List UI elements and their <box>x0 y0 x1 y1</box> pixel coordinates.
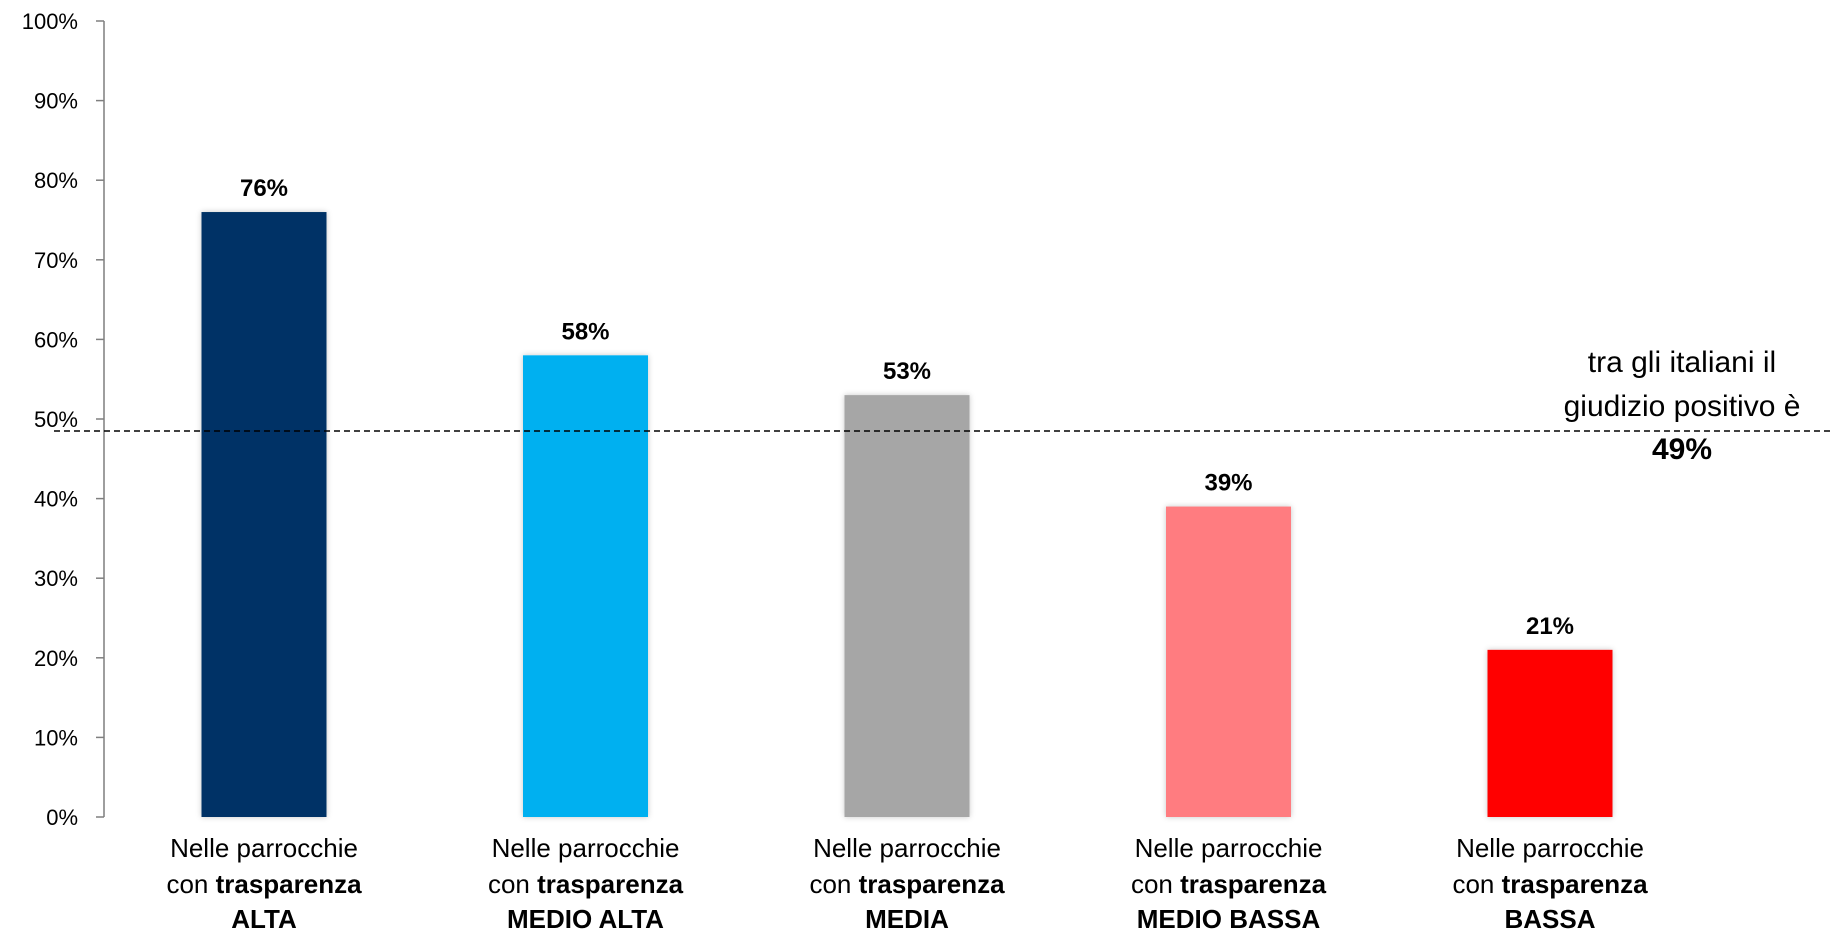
bar-value-label: 58% <box>561 318 609 345</box>
category-label-line1: Nelle parrocchie <box>1135 833 1323 863</box>
category-label: Nelle parrocchie con trasparenza ALTA <box>166 833 362 934</box>
y-tick-label: 40% <box>34 487 78 512</box>
y-tick-label: 0% <box>46 805 78 830</box>
reference-line-value: 49% <box>1652 433 1712 466</box>
category-label-keyword: trasparenza <box>216 869 362 899</box>
category-label-level: BASSA <box>1504 904 1595 934</box>
category-label: Nelle parrocchie con trasparenza BASSA <box>1452 833 1648 934</box>
category-label-line2: con trasparenza <box>1452 869 1648 899</box>
bar-value-label: 76% <box>240 175 288 202</box>
category-label-line1: Nelle parrocchie <box>813 833 1001 863</box>
category-label-level: MEDIO BASSA <box>1137 904 1321 934</box>
y-tick-label: 10% <box>34 725 78 750</box>
category-label-keyword: trasparenza <box>859 869 1005 899</box>
bar <box>523 355 648 817</box>
category-label-line2: con trasparenza <box>1131 869 1327 899</box>
y-tick-label: 70% <box>34 248 78 273</box>
category-label-prefix: con <box>1452 869 1501 899</box>
category-label-prefix: con <box>166 869 215 899</box>
bar <box>1166 506 1291 817</box>
bar-value-label: 21% <box>1526 613 1574 640</box>
y-tick-label: 90% <box>34 89 78 114</box>
y-tick-label: 50% <box>34 407 78 432</box>
category-label-keyword: trasparenza <box>1502 869 1648 899</box>
bar <box>201 212 327 818</box>
category-label-line2: con trasparenza <box>488 869 684 899</box>
y-tick-label: 30% <box>34 566 78 591</box>
category-label-line1: Nelle parrocchie <box>170 833 358 863</box>
category-label-line2: con trasparenza <box>809 869 1005 899</box>
category-label-level: MEDIA <box>865 904 949 934</box>
bar-value-label: 39% <box>1204 470 1252 497</box>
y-tick-label: 80% <box>34 168 78 193</box>
category-label-prefix: con <box>809 869 858 899</box>
category-label-keyword: trasparenza <box>537 869 683 899</box>
category-label: Nelle parrocchie con trasparenza MEDIO ALT… <box>488 833 684 934</box>
reference-line-text: giudizio positivo è <box>1564 390 1801 423</box>
reference-line-group: tra gli italiani il giudizio positivo è 49… <box>54 346 1830 466</box>
y-tick-label: 60% <box>34 327 78 352</box>
y-tick-label: 20% <box>34 646 78 671</box>
bars: 76% 58% 53% 39% 21% <box>201 175 1613 818</box>
reference-line-text: tra gli italiani il <box>1588 346 1776 379</box>
category-label-level: ALTA <box>231 904 297 934</box>
category-label-keyword: trasparenza <box>1180 869 1326 899</box>
bar <box>1487 649 1613 817</box>
y-tick-label: 100% <box>22 9 78 34</box>
bar-value-label: 53% <box>883 358 931 385</box>
category-label-line2: con trasparenza <box>166 869 362 899</box>
category-label-prefix: con <box>1131 869 1180 899</box>
category-label: Nelle parrocchie con trasparenza MEDIA <box>809 833 1005 934</box>
category-label-line1: Nelle parrocchie <box>1456 833 1644 863</box>
category-label-prefix: con <box>488 869 537 899</box>
category-label-line1: Nelle parrocchie <box>492 833 680 863</box>
category-label: Nelle parrocchie con trasparenza MEDIO BAS… <box>1131 833 1327 934</box>
category-label-level: MEDIO ALTA <box>507 904 664 934</box>
y-axis: 0% 10% 20% 30% 40% 50% 60% 70% 80% 90% 100% <box>22 9 105 830</box>
bar <box>844 395 970 817</box>
